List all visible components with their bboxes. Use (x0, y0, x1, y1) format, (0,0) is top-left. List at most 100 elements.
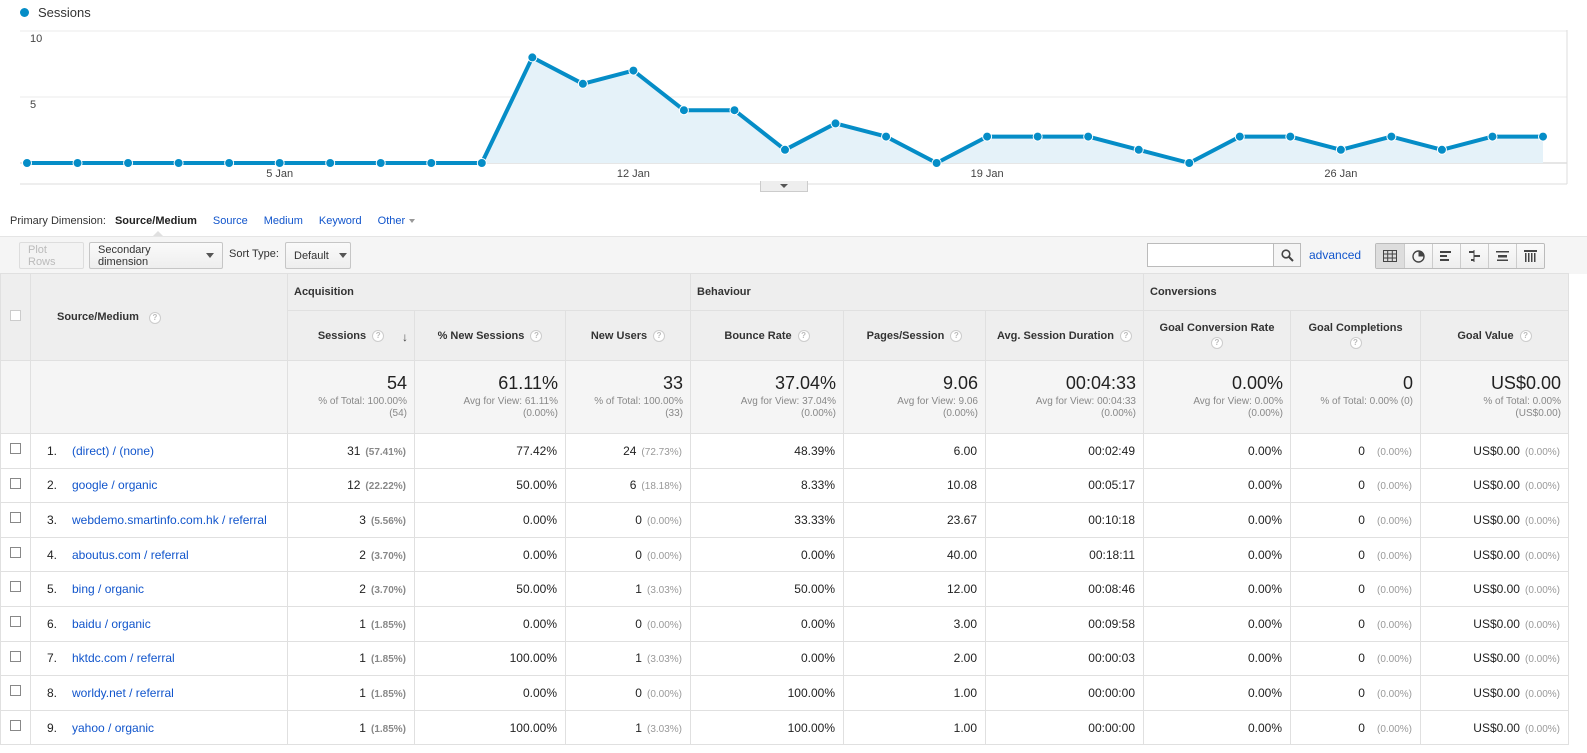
view-term-cloud-button[interactable] (1488, 244, 1516, 268)
row-checkbox-cell (0, 640, 31, 677)
chart-collapse-handle[interactable] (760, 181, 808, 192)
help-icon[interactable]: ? (950, 329, 963, 342)
dimension-other-dropdown[interactable]: Other (378, 215, 416, 227)
caret-down-icon (206, 253, 214, 258)
total-cell: 00:04:33 Avg for View: 00:04:33 (0.00%) (985, 360, 1144, 434)
advanced-filter-link[interactable]: advanced (1309, 248, 1362, 262)
source-medium-link[interactable]: webdemo.smartinfo.com.hk / referral (72, 512, 267, 527)
bounce-rate-cell: 33.33% (690, 502, 844, 538)
secondary-dimension-dropdown[interactable]: Secondary dimension (89, 242, 223, 269)
table-search-input[interactable] (1147, 243, 1274, 267)
col-avg-duration[interactable]: Avg. Session Duration? (985, 310, 1144, 361)
pie-chart-icon (1412, 249, 1425, 263)
help-icon[interactable]: ? (1519, 329, 1532, 342)
goal-completions-cell: 0 (0.00%) (1290, 605, 1421, 642)
goal-value-cell: US$0.00 (0.00%) (1420, 709, 1569, 746)
view-pivot-button[interactable] (1516, 244, 1544, 268)
total-cell: 0.00% Avg for View: 0.00% (0.00%) (1143, 360, 1291, 434)
col-bounce-rate[interactable]: Bounce Rate? (690, 310, 844, 361)
row-checkbox[interactable] (10, 615, 21, 627)
report-table: Source/Medium ? Acquisition Behaviour Co… (0, 273, 1569, 746)
col-new-users[interactable]: New Users? (565, 310, 691, 361)
line-chart-svg[interactable]: 10 5 5 Jan 12 Jan 19 Jan 26 Jan (0, 0, 1587, 200)
goal-value-cell: US$0.00 (0.00%) (1420, 433, 1569, 469)
row-checkbox-cell (0, 536, 31, 573)
data-point (1083, 131, 1094, 142)
sessions-cell: 1 (1.85%) (287, 709, 415, 746)
chart-legend[interactable]: Sessions (20, 5, 91, 20)
col-sessions[interactable]: Sessions? ↓ (287, 310, 415, 361)
row-checkbox[interactable] (10, 546, 21, 558)
goal-value-cell: US$0.00 (0.00%) (1420, 675, 1569, 711)
data-point (123, 158, 134, 168)
row-number: 9. (47, 720, 58, 735)
help-icon[interactable]: ? (372, 329, 385, 342)
col-goal-value[interactable]: Goal Value? (1420, 310, 1569, 361)
data-point (830, 118, 841, 129)
data-point (982, 131, 993, 142)
help-icon[interactable]: ? (1211, 337, 1223, 349)
source-medium-link[interactable]: google / organic (72, 478, 158, 493)
help-icon[interactable]: ? (530, 329, 543, 342)
data-point (224, 158, 235, 168)
col-goal-conversion-rate[interactable]: Goal Conversion Rate? (1143, 310, 1291, 361)
goal-value-cell: US$0.00 (0.00%) (1420, 467, 1569, 504)
new-sessions-cell: 50.00% (414, 467, 566, 504)
row-checkbox[interactable] (10, 685, 21, 697)
table-row: 5. bing / organic 2 (3.70%) 50.00% 1 (3.03%) 50… (0, 571, 1569, 607)
source-medium-link[interactable]: hktdc.com / referral (72, 651, 175, 666)
dimension-medium-link[interactable]: Medium (263, 215, 303, 227)
new-sessions-cell: 77.42% (414, 433, 566, 469)
row-checkbox[interactable] (10, 512, 21, 524)
help-icon[interactable]: ? (1349, 337, 1362, 349)
plot-rows-button[interactable]: Plot Rows (19, 242, 84, 269)
col-bounce-rate-label: Bounce Rate (724, 329, 792, 342)
col-new-sessions[interactable]: % New Sessions? (414, 310, 566, 361)
source-medium-link[interactable]: baidu / organic (72, 616, 151, 631)
dimension-source-link[interactable]: Source (212, 215, 248, 227)
view-pie-button[interactable] (1404, 244, 1432, 268)
help-icon[interactable]: ? (148, 311, 161, 324)
goal-completions-cell: 0 (0.00%) (1290, 709, 1421, 746)
source-medium-link[interactable]: worldy.net / referral (72, 685, 174, 700)
row-checkbox[interactable] (10, 719, 21, 731)
row-checkbox[interactable] (10, 650, 21, 662)
view-performance-button[interactable] (1432, 244, 1460, 268)
pages-session-cell: 1.00 (843, 675, 986, 711)
source-cell: 8. worldy.net / referral (30, 675, 288, 711)
row-checkbox[interactable] (10, 443, 21, 454)
source-medium-link[interactable]: bing / organic (72, 582, 145, 597)
source-medium-link[interactable]: yahoo / organic (72, 720, 155, 735)
source-medium-link[interactable]: aboutus.com / referral (72, 547, 189, 562)
legend-label: Sessions (38, 5, 91, 20)
col-pages-session[interactable]: Pages/Session? (843, 310, 986, 361)
source-medium-link[interactable]: (direct) / (none) (72, 443, 155, 458)
view-data-table-button[interactable] (1376, 244, 1404, 268)
select-all-checkbox[interactable] (10, 310, 21, 321)
row-checkbox[interactable] (10, 581, 21, 593)
row-checkbox[interactable] (10, 477, 21, 489)
search-button[interactable] (1273, 243, 1301, 267)
dimension-keyword-link[interactable]: Keyword (318, 215, 362, 227)
new-sessions-cell: 0.00% (414, 675, 566, 711)
source-cell: 2. google / organic (30, 467, 288, 504)
data-point (375, 158, 386, 168)
help-icon[interactable]: ? (1119, 329, 1132, 342)
totals-blank (0, 360, 31, 434)
new-sessions-cell: 100.00% (414, 709, 566, 746)
goal-completions-cell: 0 (0.00%) (1290, 467, 1421, 504)
source-cell: 1. (direct) / (none) (30, 433, 288, 469)
new-users-cell: 1 (3.03%) (565, 571, 691, 607)
sort-type-dropdown[interactable]: Default (285, 242, 351, 269)
help-icon[interactable]: ? (797, 329, 810, 342)
goal-value-cell: US$0.00 (0.00%) (1420, 640, 1569, 677)
new-users-cell: 1 (3.03%) (565, 640, 691, 677)
data-point (325, 158, 336, 168)
goal-completions-cell: 0 (0.00%) (1290, 536, 1421, 573)
col-new-users-label: New Users (590, 329, 648, 342)
dimension-header[interactable]: Source/Medium ? (30, 273, 288, 361)
help-icon[interactable]: ? (653, 329, 666, 342)
col-goal-completions[interactable]: Goal Completions? (1290, 310, 1421, 361)
avg-duration-cell: 00:10:18 (985, 502, 1144, 538)
view-comparison-button[interactable] (1460, 244, 1488, 268)
